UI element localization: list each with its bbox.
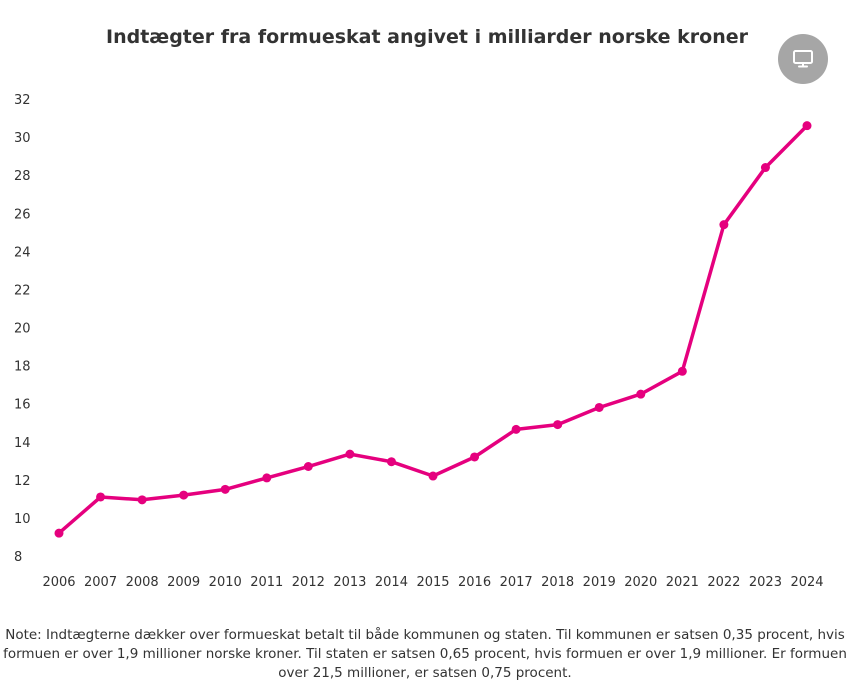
x-tick-label: 2015 — [416, 575, 449, 590]
data-point-2020[interactable] — [636, 389, 646, 399]
data-point-2009[interactable] — [179, 490, 189, 500]
y-tick-label: 30 — [14, 131, 31, 146]
x-tick-label: 2016 — [458, 575, 491, 590]
y-tick-label: 24 — [14, 245, 31, 260]
y-tick-label: 14 — [14, 436, 31, 451]
x-tick-label: 2011 — [250, 575, 283, 590]
chart-title: Indtægter fra formueskat angivet i milli… — [106, 26, 748, 48]
x-tick-label: 2019 — [583, 575, 616, 590]
y-tick-label: 18 — [14, 360, 31, 375]
x-tick-label: 2017 — [500, 575, 533, 590]
x-tick-label: 2010 — [209, 575, 242, 590]
x-tick-label: 2006 — [42, 575, 75, 590]
x-tick-label: 2009 — [167, 575, 200, 590]
x-tick-label: 2014 — [375, 575, 408, 590]
screen-menu-button[interactable] — [778, 34, 828, 84]
x-tick-label: 2022 — [707, 575, 740, 590]
x-tick-label: 2023 — [749, 575, 782, 590]
data-point-2006[interactable] — [54, 528, 64, 538]
data-point-2021[interactable] — [677, 366, 687, 376]
x-tick-label: 2018 — [541, 575, 574, 590]
data-point-2012[interactable] — [303, 462, 313, 472]
y-tick-label: 26 — [14, 207, 31, 222]
x-tick-label: 2020 — [624, 575, 657, 590]
y-tick-label: 22 — [14, 283, 31, 298]
data-point-2017[interactable] — [511, 424, 521, 434]
data-point-2014[interactable] — [386, 457, 396, 467]
y-tick-label: 20 — [14, 322, 31, 337]
x-tick-label: 2012 — [292, 575, 325, 590]
chart-note: Note: Indtægterne dækker over formueskat… — [3, 627, 847, 681]
y-tick-label: 8 — [14, 550, 22, 565]
data-point-2007[interactable] — [96, 492, 106, 502]
data-point-2022[interactable] — [719, 220, 729, 230]
monitor-icon — [793, 50, 813, 68]
data-point-2011[interactable] — [262, 473, 272, 483]
x-tick-label: 2007 — [84, 575, 117, 590]
y-tick-label: 16 — [14, 398, 31, 413]
data-points — [54, 121, 812, 538]
y-axis: 8 10 12 14 16 18 20 22 24 26 28 30 32 — [14, 93, 31, 565]
y-tick-label: 32 — [14, 93, 31, 108]
data-point-2016[interactable] — [470, 452, 480, 462]
y-tick-label: 28 — [14, 169, 31, 184]
data-point-2013[interactable] — [345, 449, 355, 459]
data-point-2019[interactable] — [594, 402, 604, 412]
y-tick-label: 10 — [14, 512, 31, 527]
x-tick-label: 2024 — [790, 575, 823, 590]
x-tick-label: 2021 — [666, 575, 699, 590]
data-point-2010[interactable] — [220, 484, 230, 494]
x-tick-label: 2008 — [126, 575, 159, 590]
data-point-2018[interactable] — [553, 420, 563, 430]
y-tick-label: 12 — [14, 474, 31, 489]
x-axis: 2006 2007 2008 2009 2010 2011 2012 2013 2014 2015… — [42, 575, 823, 590]
data-point-2023[interactable] — [760, 163, 770, 173]
data-point-2024[interactable] — [802, 121, 812, 131]
x-tick-label: 2013 — [333, 575, 366, 590]
data-point-2008[interactable] — [137, 495, 147, 505]
data-point-2015[interactable] — [428, 471, 438, 481]
